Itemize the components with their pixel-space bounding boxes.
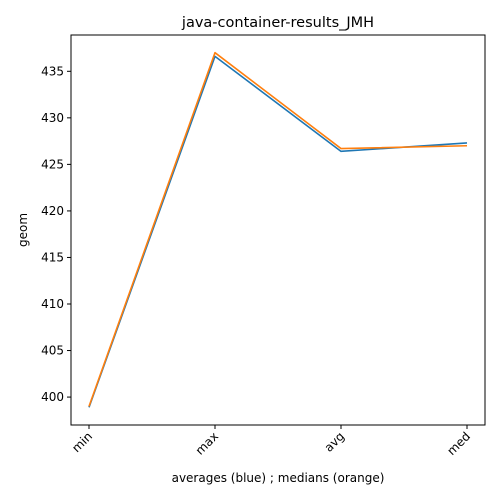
plot-frame	[70, 34, 486, 426]
x-tick-label: min	[69, 429, 95, 455]
y-tick-label: 415	[41, 250, 64, 264]
chart-title: java-container-results_JMH	[181, 15, 374, 31]
series-line-0	[88, 55, 468, 408]
x-tick-label: max	[193, 429, 221, 457]
x-tick-label: avg	[322, 429, 348, 455]
y-axis: 400 405 410 415 420 425 430 435	[41, 64, 71, 404]
x-axis: min max avg med	[69, 425, 473, 458]
x-axis-label: averages (blue) ; medians (orange)	[172, 471, 385, 485]
y-axis-label: geom	[16, 213, 30, 247]
y-tick-label: 400	[41, 390, 64, 404]
y-tick-label: 405	[41, 344, 64, 358]
y-tick-label: 430	[41, 111, 64, 125]
series-layer	[88, 51, 468, 408]
y-tick-label: 410	[41, 297, 64, 311]
y-tick-label: 420	[41, 204, 64, 218]
series-line-1	[88, 51, 468, 407]
x-tick-label: med	[444, 429, 473, 458]
y-tick-label: 425	[41, 157, 64, 171]
y-tick-label: 435	[41, 64, 64, 78]
